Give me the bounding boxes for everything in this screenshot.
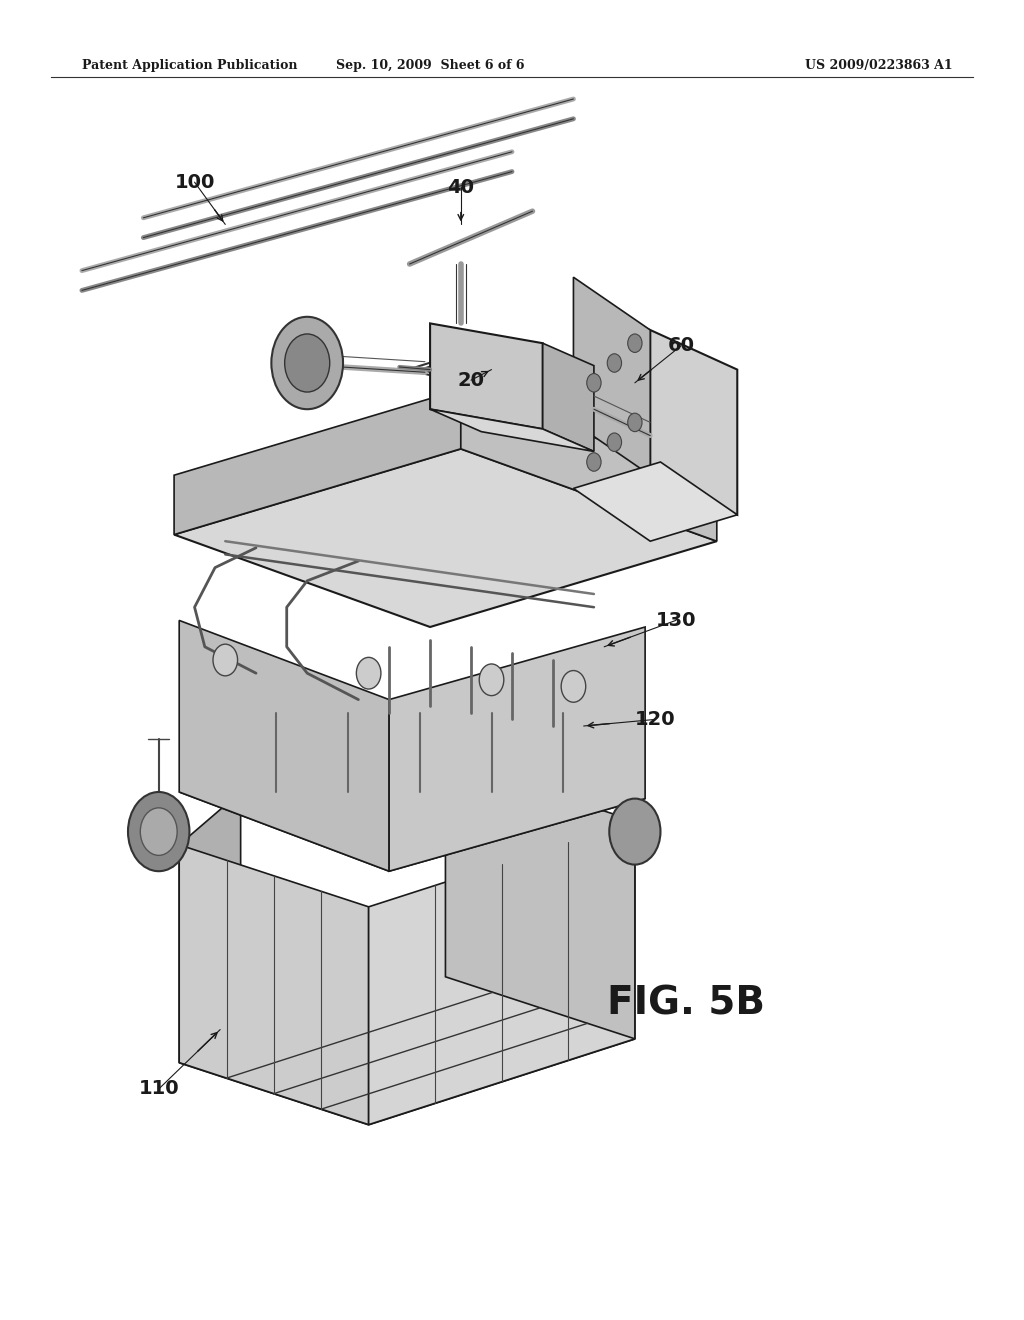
Circle shape (609, 799, 660, 865)
Text: 130: 130 (655, 611, 696, 630)
Circle shape (607, 354, 622, 372)
Circle shape (628, 413, 642, 432)
Circle shape (479, 664, 504, 696)
Text: 20: 20 (458, 371, 484, 389)
Polygon shape (430, 409, 594, 451)
Circle shape (628, 334, 642, 352)
Circle shape (356, 657, 381, 689)
Polygon shape (179, 719, 645, 871)
Circle shape (587, 374, 601, 392)
Polygon shape (573, 462, 737, 541)
Circle shape (271, 317, 343, 409)
Circle shape (607, 433, 622, 451)
Polygon shape (369, 821, 635, 1125)
Polygon shape (573, 277, 650, 475)
Polygon shape (543, 343, 594, 451)
Polygon shape (650, 330, 737, 515)
Polygon shape (430, 323, 543, 429)
Polygon shape (461, 389, 717, 541)
Text: Patent Application Publication: Patent Application Publication (82, 59, 297, 73)
Text: 100: 100 (174, 173, 215, 191)
Text: 110: 110 (138, 1080, 179, 1098)
Text: Sep. 10, 2009  Sheet 6 of 6: Sep. 10, 2009 Sheet 6 of 6 (336, 59, 524, 73)
Text: 120: 120 (635, 710, 676, 729)
Polygon shape (179, 977, 635, 1125)
Polygon shape (389, 627, 645, 871)
Circle shape (213, 644, 238, 676)
Polygon shape (179, 845, 369, 1125)
Text: 30: 30 (289, 363, 315, 381)
Text: FIG. 5B: FIG. 5B (607, 985, 765, 1022)
Circle shape (285, 334, 330, 392)
Polygon shape (179, 792, 241, 1063)
Text: US 2009/0223863 A1: US 2009/0223863 A1 (805, 59, 952, 73)
Polygon shape (174, 389, 461, 535)
Circle shape (561, 671, 586, 702)
Circle shape (128, 792, 189, 871)
Polygon shape (179, 620, 389, 871)
Polygon shape (174, 449, 717, 627)
Circle shape (587, 453, 601, 471)
Text: 40: 40 (447, 178, 474, 197)
Text: 60: 60 (668, 337, 694, 355)
Circle shape (140, 808, 177, 855)
Polygon shape (445, 759, 635, 1039)
